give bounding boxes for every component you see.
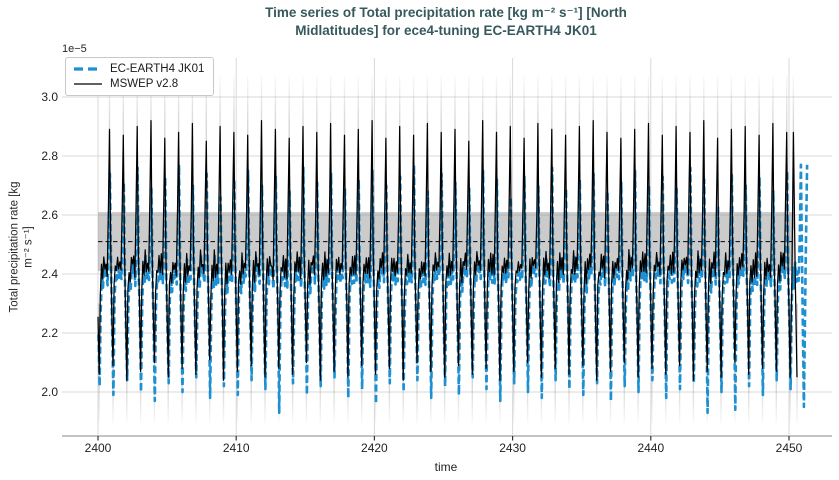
y-tick-label: 2.4 — [41, 267, 58, 281]
y-tick-label: 2.2 — [41, 326, 58, 340]
chart-title-line1: Time series of Total precipitation rate … — [265, 5, 627, 20]
x-tick-label: 2400 — [84, 441, 112, 455]
y-tick-label: 2.6 — [41, 208, 58, 222]
legend-item-mswep: MSWEP v2.8 — [73, 78, 204, 90]
y-tick-label: 3.0 — [41, 90, 58, 104]
x-axis-label: time — [434, 460, 458, 474]
y-axis-offset-label: 1e−5 — [62, 43, 87, 55]
y-axis-label: Total precipitation rate [kg m⁻² s⁻¹] — [9, 181, 36, 312]
ec-earth4-line-sample — [74, 67, 102, 71]
legend: EC-EARTH4 JK01 MSWEP v2.8 — [65, 57, 215, 96]
x-tick-label: 2430 — [499, 441, 526, 455]
y-tick-label: 2.0 — [41, 385, 58, 399]
legend-label-mswep: MSWEP v2.8 — [110, 78, 179, 90]
y-tick-label: 2.8 — [41, 149, 58, 163]
chart-title: Time series of Total precipitation rate … — [62, 4, 830, 40]
x-tick-label: 2410 — [222, 441, 250, 455]
x-tick-label: 2440 — [637, 441, 665, 455]
legend-item-ec-earth4: EC-EARTH4 JK01 — [73, 63, 204, 75]
y-axis-label-line1: Total precipitation rate [kg — [8, 181, 21, 313]
legend-label-ec-earth4: EC-EARTH4 JK01 — [110, 63, 205, 75]
x-tick-label: 2420 — [361, 441, 388, 455]
y-axis-label-line2: m⁻² s⁻¹] — [22, 226, 34, 268]
x-tick-label: 2450 — [775, 441, 803, 455]
chart-title-line2: Midlatitudes] for ece4-tuning EC-EARTH4 … — [295, 23, 597, 38]
mswep-line-sample — [74, 83, 102, 85]
